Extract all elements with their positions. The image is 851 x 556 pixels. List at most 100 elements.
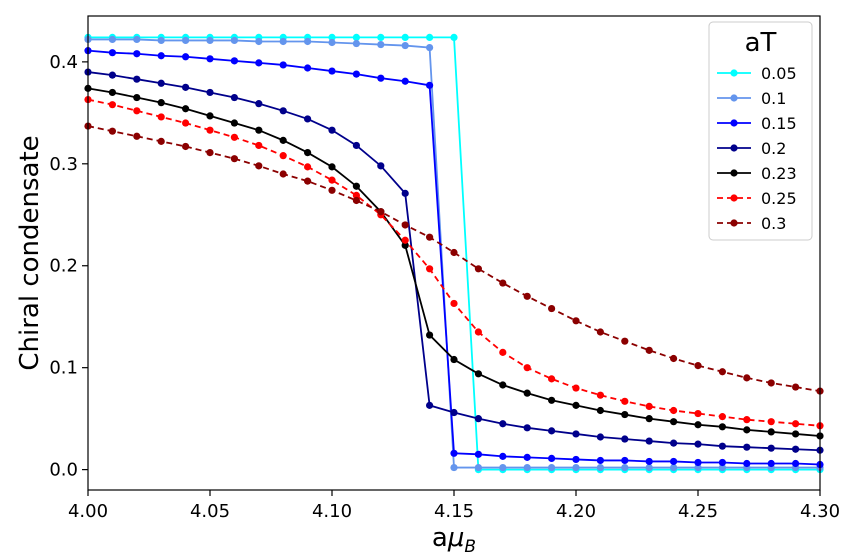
data-point	[157, 36, 165, 45]
data-point	[230, 155, 238, 163]
data-point	[206, 148, 214, 157]
data-point	[328, 176, 336, 184]
series-layer	[84, 33, 824, 474]
data-point	[621, 435, 629, 443]
data-point	[279, 107, 287, 115]
data-point	[645, 346, 653, 354]
x-tick-label: 4.20	[556, 501, 596, 522]
data-point	[401, 236, 409, 244]
legend-entry: 0.15	[717, 114, 797, 133]
data-point	[474, 450, 482, 458]
data-point	[108, 49, 116, 57]
data-point	[499, 348, 507, 356]
data-point	[450, 299, 458, 308]
data-point	[206, 88, 214, 97]
data-point	[401, 77, 409, 85]
data-point	[718, 463, 727, 472]
x-tick-label: 4.15	[434, 501, 474, 522]
series-0.3	[84, 122, 824, 395]
data-point	[523, 463, 531, 472]
data-point	[401, 189, 409, 197]
data-point	[718, 368, 727, 376]
data-point	[450, 33, 458, 42]
data-point	[133, 93, 141, 102]
data-point	[352, 33, 360, 42]
data-point	[474, 328, 482, 336]
data-point	[426, 44, 434, 52]
x-tick-label: 4.30	[800, 501, 840, 522]
data-point	[499, 452, 507, 460]
legend-marker	[730, 219, 738, 227]
data-point	[767, 428, 775, 436]
legend-entry: 0.3	[717, 214, 786, 233]
x-tick-label: 4.00	[68, 501, 108, 522]
y-tick-label: 0.2	[49, 256, 78, 277]
data-point	[377, 162, 385, 170]
data-point	[548, 396, 556, 404]
data-point	[182, 83, 190, 91]
data-point	[157, 79, 165, 87]
data-point	[328, 67, 336, 75]
data-point	[670, 457, 678, 466]
data-point	[645, 415, 653, 423]
data-point	[401, 241, 409, 249]
legend-entry: 0.25	[717, 189, 797, 208]
data-point	[694, 463, 702, 472]
data-point	[157, 99, 165, 107]
data-point	[304, 177, 312, 185]
data-point	[694, 362, 702, 370]
data-point	[328, 33, 336, 42]
data-point	[743, 459, 751, 468]
data-point	[133, 35, 141, 44]
data-point	[304, 64, 312, 72]
data-point	[304, 115, 312, 123]
legend-entry: 0.1	[717, 89, 786, 108]
data-point	[670, 463, 678, 472]
data-point	[596, 433, 605, 441]
data-point	[596, 463, 605, 472]
data-point	[621, 463, 629, 472]
data-point	[621, 397, 629, 405]
x-axis-title-subscript: B	[464, 537, 476, 556]
data-point	[499, 463, 507, 472]
legend-marker	[730, 119, 738, 127]
data-point	[182, 36, 190, 45]
legend-marker	[730, 69, 738, 77]
legend-marker	[730, 94, 738, 102]
data-point	[474, 463, 482, 472]
series-0.25	[84, 95, 824, 430]
data-point	[718, 442, 727, 450]
x-tick-label: 4.05	[190, 501, 230, 522]
data-point	[792, 383, 800, 391]
data-point	[792, 430, 800, 438]
data-point	[304, 37, 312, 46]
data-point	[572, 401, 580, 409]
legend-label: 0.3	[761, 214, 786, 233]
legend-entry: 0.23	[717, 164, 797, 183]
legend-marker	[730, 144, 738, 152]
data-point	[328, 163, 336, 171]
data-point	[572, 384, 580, 392]
legend-entry: 0.05	[717, 64, 797, 83]
data-point	[767, 444, 775, 452]
data-point	[426, 265, 434, 273]
data-point	[206, 112, 214, 120]
data-point	[523, 364, 531, 372]
data-point	[450, 355, 458, 364]
legend-entries: 0.05 0.1 0.15 0.2 0.23 0.25 0.3	[717, 64, 797, 233]
data-point	[548, 304, 556, 313]
data-point	[108, 35, 116, 44]
data-point	[206, 36, 214, 45]
data-point	[426, 331, 434, 339]
data-point	[157, 52, 165, 60]
series-0.15	[84, 47, 824, 469]
data-point	[523, 424, 531, 432]
data-point	[352, 39, 360, 48]
data-point	[572, 463, 580, 472]
y-tick-label: 0.0	[49, 460, 78, 481]
data-point	[328, 186, 336, 194]
data-point	[767, 459, 775, 468]
data-point	[230, 133, 238, 141]
data-point	[792, 445, 800, 453]
data-point	[157, 137, 165, 145]
